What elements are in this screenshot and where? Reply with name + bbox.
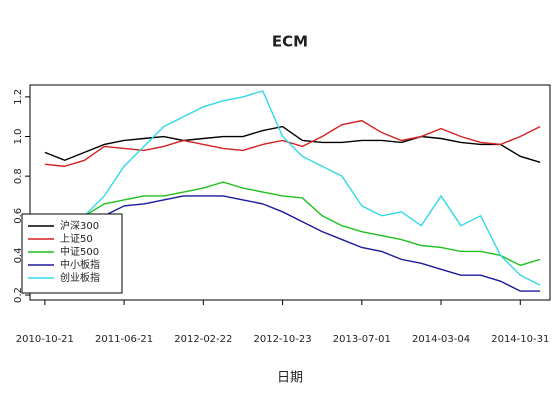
series-line xyxy=(44,125,541,163)
legend-box xyxy=(21,213,123,294)
y-tick-label: 0.2 xyxy=(13,287,24,303)
x-tick-label: 2011-06-21 xyxy=(95,334,153,345)
y-tick-label: 0.4 xyxy=(13,247,24,263)
y-tick-label: 0.8 xyxy=(13,168,24,184)
series-line xyxy=(44,119,541,167)
legend-label: 中证500 xyxy=(60,245,99,258)
legend-label: 中小板指 xyxy=(60,258,100,271)
legend-label: 创业板指 xyxy=(60,271,100,284)
y-tick-label: 1.0 xyxy=(13,129,24,145)
series-line xyxy=(44,181,541,267)
plot-frame xyxy=(29,84,551,301)
legend-label: 上证50 xyxy=(60,233,93,245)
x-tick-label: 2013-07-01 xyxy=(333,334,391,345)
x-tick-label: 2010-10-21 xyxy=(16,334,74,345)
series-line xyxy=(44,195,541,292)
x-tick-label: 2014-03-04 xyxy=(412,334,470,345)
y-tick-label: 1.2 xyxy=(13,89,24,105)
x-tick-label: 2012-02-22 xyxy=(174,334,232,345)
series-line xyxy=(44,90,541,286)
chart-title: ECM xyxy=(272,33,308,51)
x-axis-label: 日期 xyxy=(277,371,303,386)
legend-label: 沪深300 xyxy=(60,219,99,232)
x-tick-label: 2014-10-31 xyxy=(491,334,549,345)
y-tick-label: 0.6 xyxy=(13,208,24,224)
x-tick-label: 2012-10-23 xyxy=(254,334,312,345)
